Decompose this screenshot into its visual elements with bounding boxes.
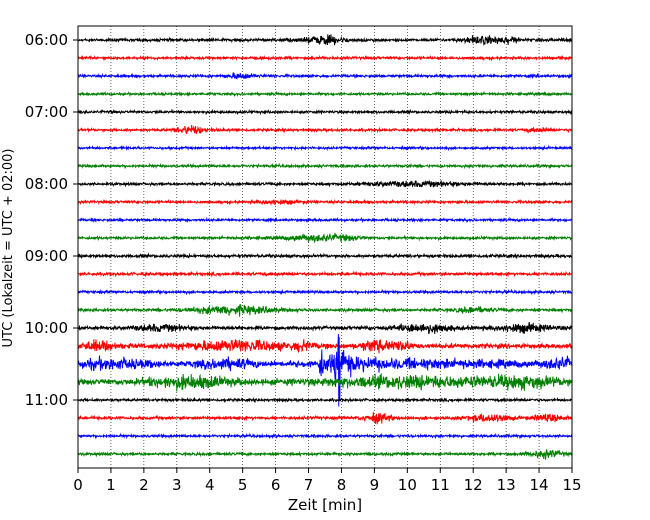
- trace-line: [77, 232, 573, 244]
- x-tick-label: 7: [304, 476, 314, 494]
- x-tick-label: 12: [464, 476, 483, 494]
- trace-line: [77, 34, 573, 46]
- x-tick-label: 6: [271, 476, 281, 494]
- trace-line: [77, 162, 573, 170]
- y-axis-ticks: 06:00 07:00 08:00 09:00 10:00 11:00: [25, 31, 78, 409]
- trace-line: [77, 373, 573, 392]
- x-axis-label: Zeit [min]: [288, 496, 362, 514]
- trace-line: [77, 108, 573, 116]
- trace-line: [77, 216, 573, 224]
- x-tick-label: 13: [497, 476, 516, 494]
- trace-line: [77, 288, 573, 296]
- trace-line: [77, 54, 573, 62]
- trace-line: [77, 72, 573, 80]
- trace-line: [77, 90, 573, 98]
- x-tick-label: 8: [337, 476, 347, 494]
- y-tick-label: 06:00: [25, 31, 68, 49]
- y-tick-label: 07:00: [25, 103, 68, 121]
- x-tick-label: 3: [172, 476, 182, 494]
- x-tick-label: 2: [139, 476, 149, 494]
- trace-line: [77, 252, 573, 260]
- trace-line: [77, 322, 573, 335]
- trace-line: [77, 304, 573, 317]
- trace-line: [77, 432, 573, 440]
- trace-line: [77, 144, 573, 152]
- x-tick-label: 1: [106, 476, 116, 494]
- trace-line: [77, 412, 573, 425]
- x-tick-label: 15: [562, 476, 581, 494]
- x-axis-ticks: 0 1 2 3 4 5 6 7 8 9 10 11 12 13 14 15: [73, 468, 582, 494]
- y-tick-label: 11:00: [25, 391, 68, 409]
- trace-line: [77, 198, 573, 206]
- x-tick-label: 5: [238, 476, 248, 494]
- trace-line: [77, 270, 573, 278]
- trace-line: [77, 396, 573, 404]
- x-tick-label: 14: [530, 476, 549, 494]
- x-tick-label: 4: [205, 476, 215, 494]
- plot-frame: [77, 25, 573, 469]
- y-tick-label: 09:00: [25, 247, 68, 265]
- x-tick-label: 9: [370, 476, 380, 494]
- y-tick-label: 10:00: [25, 319, 68, 337]
- y-tick-label: 08:00: [25, 175, 68, 193]
- trace-line: [77, 339, 573, 354]
- y-axis-label: UTC (Lokalzeit = UTC + 02:00): [1, 149, 16, 348]
- trace-line: [77, 179, 573, 189]
- traces: [77, 34, 573, 460]
- x-tick-label: 11: [431, 476, 450, 494]
- plot-background: [78, 26, 572, 468]
- trace-line: [77, 125, 573, 135]
- trace-line: [77, 334, 573, 407]
- x-tick-label: 10: [398, 476, 417, 494]
- x-tick-label: 0: [73, 476, 83, 494]
- trace-line: [77, 448, 573, 460]
